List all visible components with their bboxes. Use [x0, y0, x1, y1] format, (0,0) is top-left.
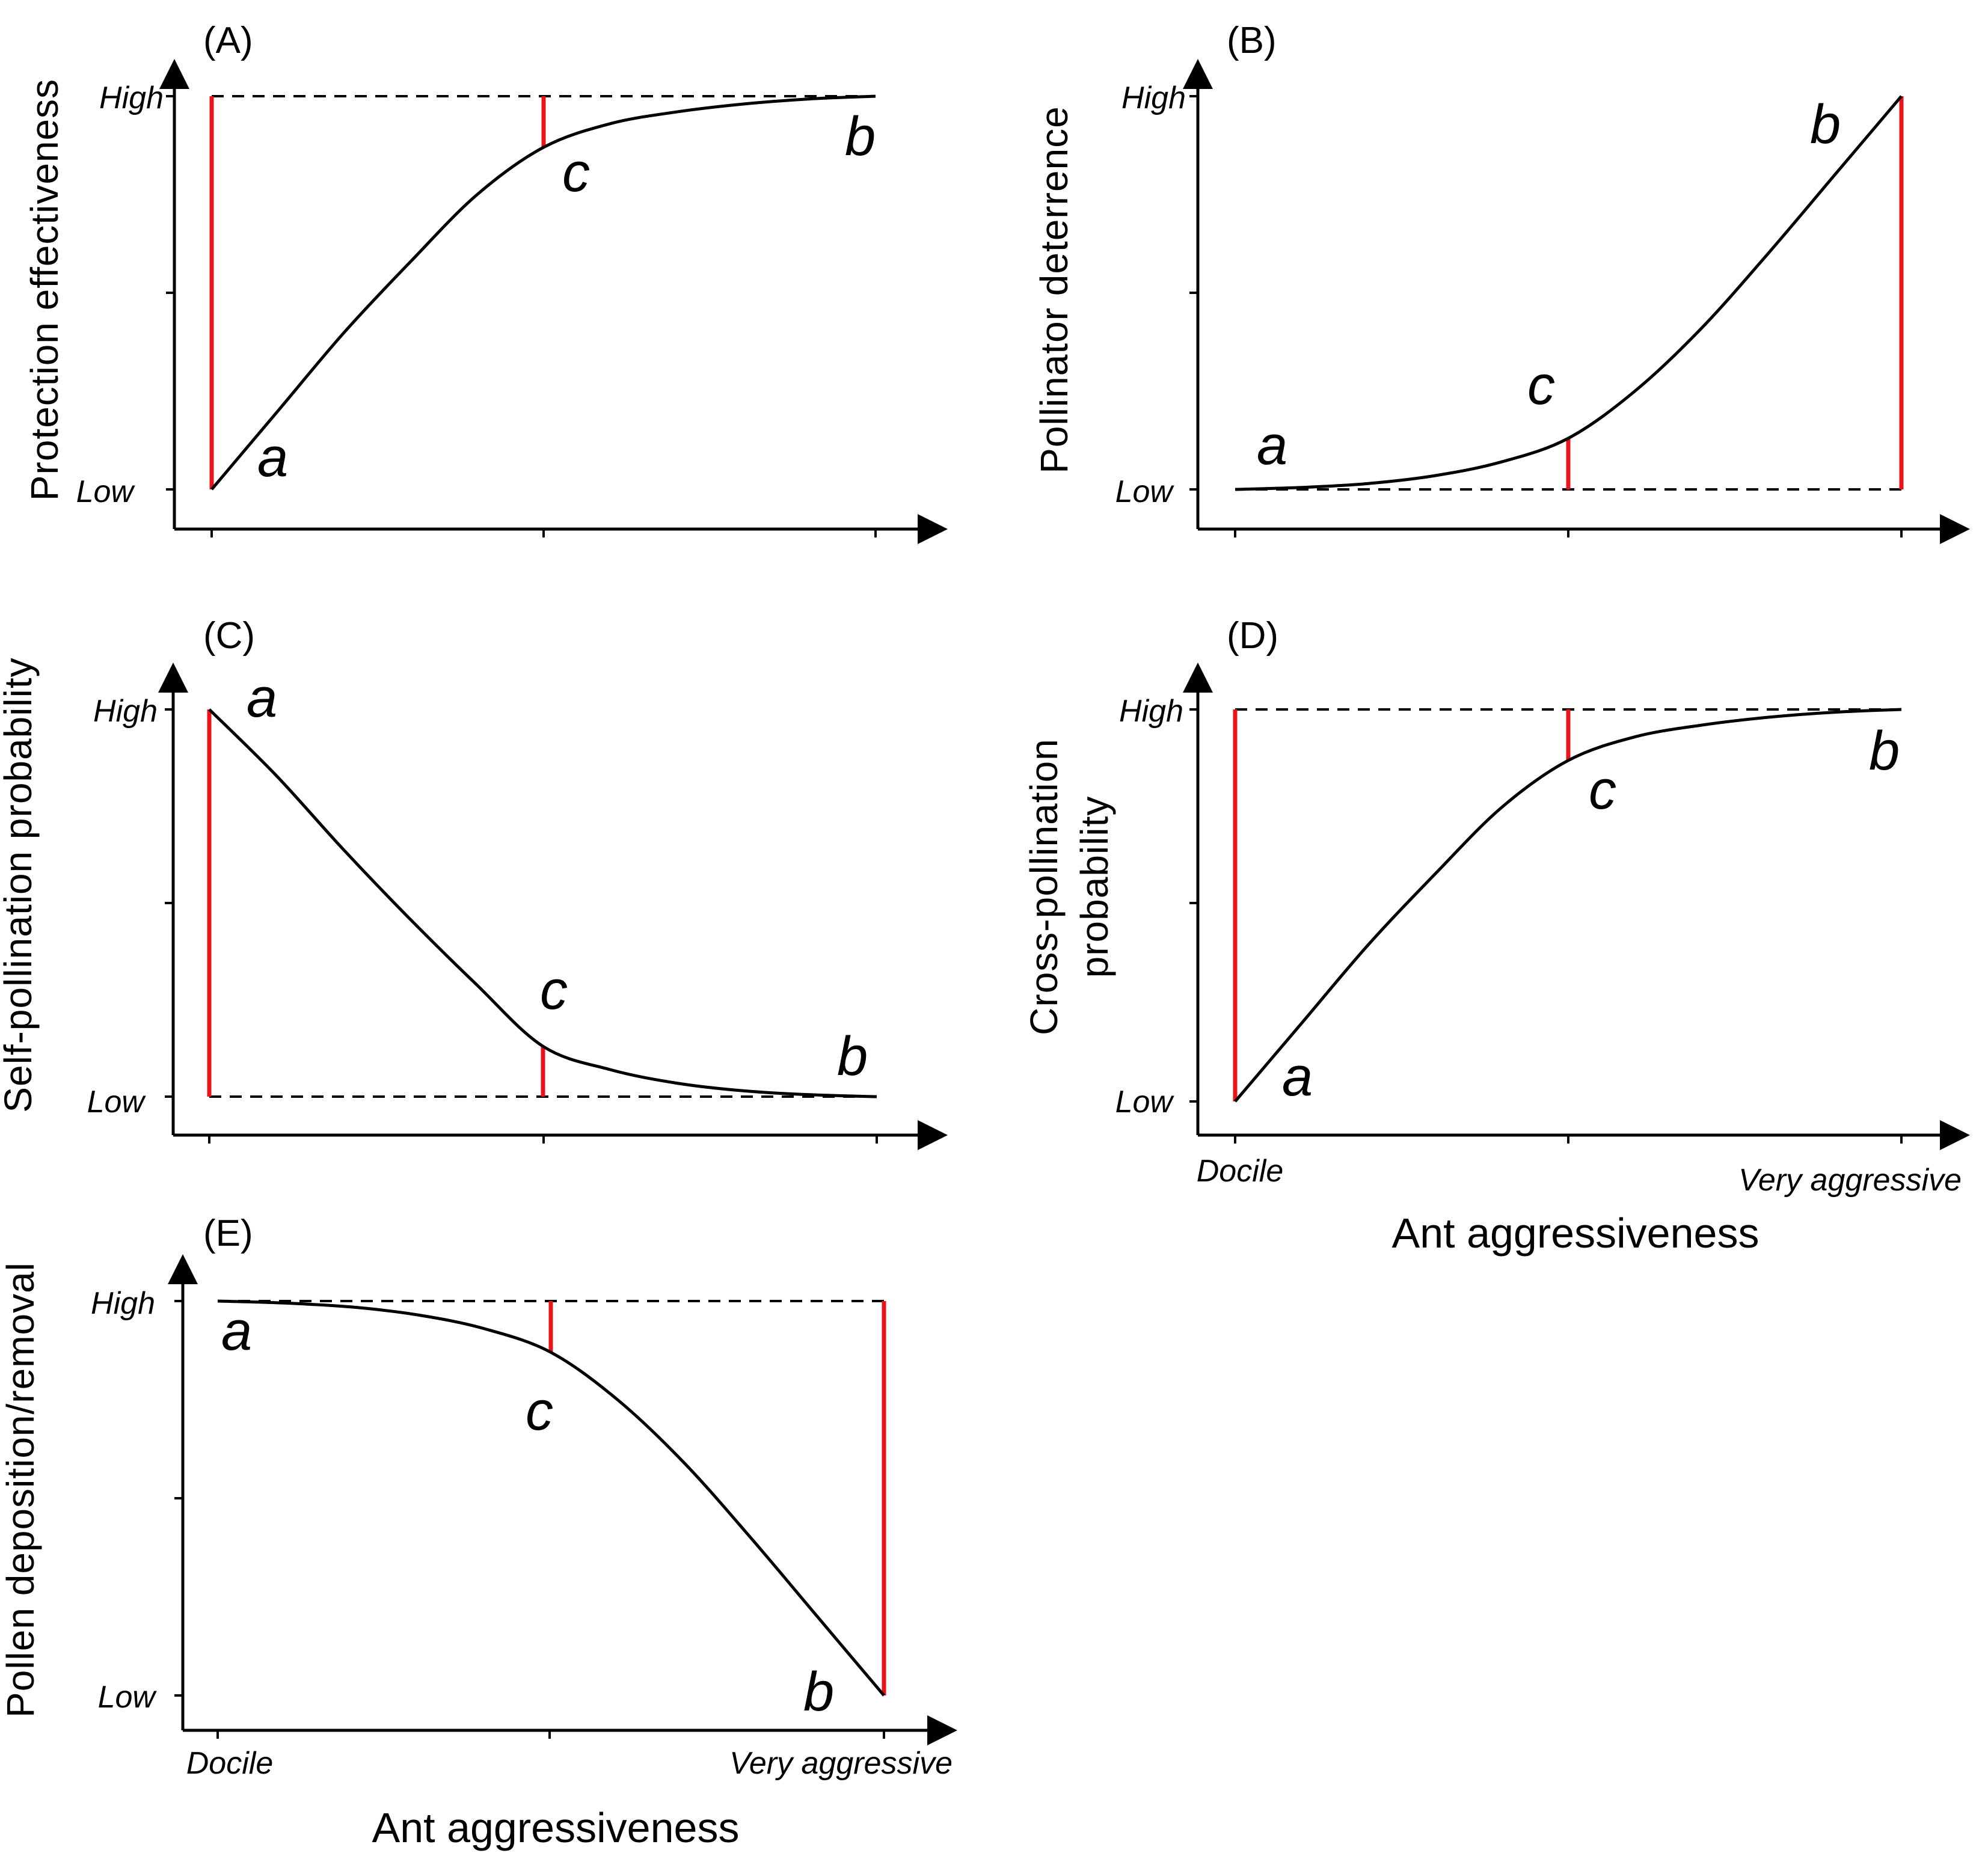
panel-c-label: (C) — [203, 615, 255, 657]
panel-c-high-label: High — [93, 694, 158, 729]
panel-b-point-a-label: a — [1257, 415, 1287, 476]
panel-c-point-a-label: a — [247, 667, 277, 729]
panel-d-point-b-label: b — [1869, 720, 1900, 782]
panel-d-curve — [1234, 708, 1902, 1103]
panel-c-point-b-label: b — [837, 1026, 868, 1087]
panel-b-point-c-label: c — [1527, 355, 1555, 416]
panel-d-y-axis-title-line2: probability — [1073, 796, 1116, 978]
panel-c-y-axis-title: Self-pollination probability — [0, 657, 40, 1112]
panel-d-low-label: Low — [1115, 1085, 1175, 1119]
panel-a-curve — [210, 94, 876, 491]
panel-d-x-axis-title: Ant aggressiveness — [1392, 1210, 1759, 1257]
panel-e-point-a-label: a — [221, 1300, 252, 1362]
panel-e-high-label: High — [91, 1286, 155, 1321]
panel-e-x-label-very-aggressive: Very aggressive — [729, 1746, 953, 1781]
panel-d-x-label-docile: Docile — [1197, 1154, 1284, 1189]
panel-a-high-label: High — [99, 81, 164, 115]
panel-e-point-c-label: c — [526, 1380, 553, 1442]
panel-a-low-label: Low — [76, 474, 136, 509]
panel-d: (D) Cross-pollination probability High L… — [1022, 615, 1970, 1257]
panel-b-curve — [1235, 95, 1903, 491]
panel-b: (B) Pollinator deterrence High Low a c b — [1032, 20, 1970, 544]
panel-e-point-b-label: b — [803, 1661, 834, 1723]
panel-c-low-label: Low — [87, 1085, 147, 1119]
panel-b-high-label: High — [1121, 81, 1186, 115]
panel-d-y-axis-title-line1: Cross-pollination — [1022, 738, 1066, 1035]
panel-a-point-a-label: a — [257, 427, 288, 488]
panel-a-y-axis-title: Protection effectiveness — [23, 79, 66, 501]
panel-c: (C) Self-pollination probability High Lo… — [0, 615, 948, 1150]
panel-e-x-label-docile: Docile — [186, 1746, 274, 1781]
panel-e-curve — [217, 1299, 885, 1697]
panel-c-curve — [208, 708, 877, 1098]
panel-b-y-axis-title: Pollinator deterrence — [1032, 106, 1076, 474]
panel-d-point-c-label: c — [1589, 759, 1616, 821]
panel-a-point-b-label: b — [845, 106, 876, 167]
panel-e: (E) Pollen deposition/removal High Low a… — [0, 1213, 957, 1851]
panel-e-label: (E) — [203, 1213, 253, 1254]
panel-b-low-label: Low — [1115, 474, 1175, 509]
panel-d-x-label-very-aggressive: Very aggressive — [1738, 1163, 1962, 1198]
panel-a: (A) Protection effectiveness High Low a … — [23, 20, 948, 544]
panel-e-x-axis-title: Ant aggressiveness — [372, 1804, 740, 1851]
panel-d-high-label: High — [1119, 694, 1183, 729]
panel-b-point-b-label: b — [1810, 94, 1841, 155]
panel-e-low-label: Low — [98, 1680, 158, 1715]
panel-a-label: (A) — [203, 20, 253, 61]
panel-d-point-a-label: a — [1282, 1046, 1313, 1107]
panel-b-label: (B) — [1227, 20, 1277, 61]
panel-c-point-c-label: c — [540, 960, 568, 1021]
panel-d-label: (D) — [1227, 615, 1278, 657]
panel-e-y-axis-title: Pollen deposition/removal — [0, 1262, 42, 1718]
panel-a-point-c-label: c — [562, 142, 590, 203]
